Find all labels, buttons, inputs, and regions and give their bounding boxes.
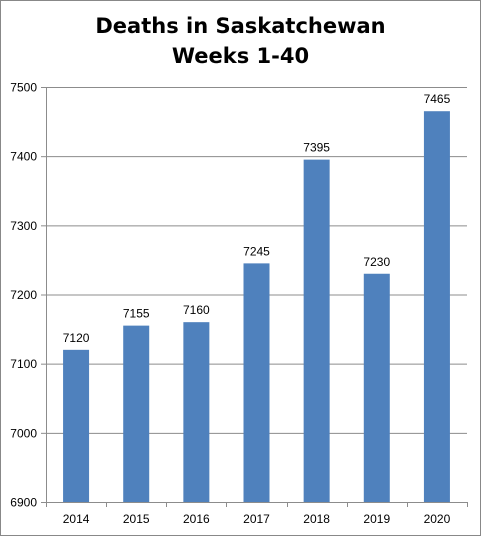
y-tick-label-7200: 7200 bbox=[10, 288, 37, 302]
bar-2015 bbox=[123, 325, 150, 502]
x-tick-label-2018: 2018 bbox=[303, 512, 330, 526]
y-tick-label-7400: 7400 bbox=[10, 150, 37, 164]
bar-2014 bbox=[63, 349, 90, 502]
y-tick-label-6900: 6900 bbox=[10, 496, 37, 510]
y-tick-label-7500: 7500 bbox=[10, 81, 37, 95]
data-label-2014: 7120 bbox=[63, 331, 90, 345]
data-label-2018: 7395 bbox=[303, 141, 330, 155]
data-label-2017: 7245 bbox=[243, 244, 270, 258]
y-tick-label-7000: 7000 bbox=[10, 426, 37, 440]
x-tick-label-2017: 2017 bbox=[243, 512, 270, 526]
bar-2017 bbox=[243, 263, 270, 502]
bar-2019 bbox=[363, 273, 390, 502]
data-label-2019: 7230 bbox=[363, 255, 390, 269]
chart-title: Deaths in Saskatchewan Weeks 1-40 bbox=[1, 11, 480, 71]
x-tick-label-2016: 2016 bbox=[183, 512, 210, 526]
y-tick-label-7100: 7100 bbox=[10, 357, 37, 371]
data-label-2016: 7160 bbox=[183, 303, 210, 317]
data-label-2015: 7155 bbox=[123, 307, 150, 321]
bar-2016 bbox=[183, 322, 210, 502]
chart-title-line-1: Deaths in Saskatchewan bbox=[95, 14, 386, 38]
x-tick-label-2015: 2015 bbox=[123, 512, 150, 526]
bar-2020 bbox=[423, 111, 450, 502]
data-label-2020: 7465 bbox=[424, 92, 451, 106]
x-tick-label-2020: 2020 bbox=[424, 512, 451, 526]
y-tick-label-7300: 7300 bbox=[10, 219, 37, 233]
x-tick-label-2014: 2014 bbox=[63, 512, 90, 526]
bar-2018 bbox=[303, 159, 330, 502]
chart-title-line-2: Weeks 1-40 bbox=[171, 44, 310, 68]
x-tick-label-2019: 2019 bbox=[363, 512, 390, 526]
